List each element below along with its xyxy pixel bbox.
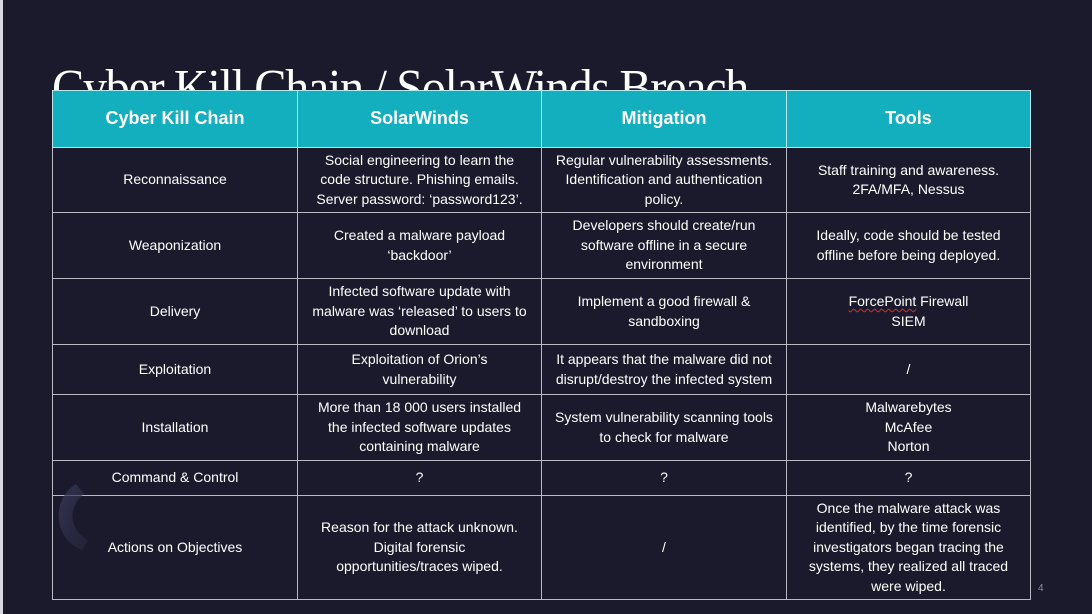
cell-line: disrupt/destroy the infected system (555, 370, 773, 387)
solarwinds-cell: Social engineering to learn the code str… (297, 147, 542, 213)
cell-line: SIEM (891, 312, 926, 329)
mitigation-cell: Implement a good firewall & sandboxing (541, 278, 787, 345)
cell-text: Firewall (916, 293, 969, 309)
cell-line: McAfee (884, 418, 933, 435)
page-number: 4 (1038, 583, 1044, 594)
tools-cell: Malwarebytes McAfee Norton (786, 394, 1031, 461)
cell-line: opportunities/traces wiped. (336, 558, 503, 575)
table-row: Command & Control ? ? ? (52, 460, 1031, 496)
cell-line: sandboxing (628, 312, 700, 329)
cell-line: Once the malware attack was (816, 499, 1001, 516)
tools-cell: Ideally, code should be tested offline b… (786, 212, 1031, 279)
cell-line: Identification and authentication (565, 171, 763, 188)
table-row: Actions on Objectives Reason for the att… (52, 495, 1031, 600)
header-mitigation: Mitigation (541, 90, 787, 148)
cell-line: Reason for the attack unknown. (321, 519, 518, 536)
mitigation-cell: System vulnerability scanning tools to c… (541, 394, 787, 461)
mitigation-cell: / (541, 495, 787, 600)
cell-line: identified, by the time forensic (815, 519, 1002, 536)
stage-cell: Reconnaissance (52, 147, 298, 213)
cell-line: policy. (644, 190, 684, 207)
cell-line: Digital forensic (373, 538, 466, 555)
tools-cell: Once the malware attack was identified, … (786, 495, 1031, 600)
cell-line: malware was ‘released’ to users to (312, 302, 527, 319)
table-row: Exploitation Exploitation of Orion’s vul… (52, 344, 1031, 395)
header-solarwinds: SolarWinds (297, 90, 542, 148)
cell-line: Regular vulnerability assessments. (555, 151, 773, 168)
cell-line: code structure. Phishing emails. (320, 171, 519, 188)
mitigation-cell: Developers should create/run software of… (541, 212, 787, 279)
cell-line: Server password: ‘password123’. (316, 190, 523, 207)
header-cyber-kill-chain: Cyber Kill Chain (52, 90, 298, 148)
header-tools: Tools (786, 90, 1031, 148)
cell-line: download (389, 322, 450, 339)
cell-line: offline before being deployed. (816, 246, 1001, 263)
cell-line: vulnerability (382, 370, 457, 387)
cell-line: Exploitation of Orion’s (351, 351, 488, 367)
cell-line: 2FA/MFA, Nessus (852, 181, 965, 197)
table-header-row: Cyber Kill Chain SolarWinds Mitigation T… (52, 90, 1031, 148)
cell-line: Staff training and awareness. (817, 161, 1000, 178)
cell-line: systems, they realized all traced (808, 558, 1009, 575)
cell-line: software offline in a secure (580, 236, 748, 253)
cell-line: Ideally, code should be tested (816, 227, 1001, 243)
window-edge (0, 0, 3, 614)
cell-line: containing malware (359, 438, 480, 455)
cell-line: ForcePoint Firewall (793, 292, 1024, 312)
cell-line: Implement a good firewall & (577, 293, 751, 309)
table-row: Delivery Infected software update with m… (52, 278, 1031, 345)
tools-cell: ForcePoint Firewall SIEM (786, 278, 1031, 345)
cell-line: to check for malware (599, 428, 729, 445)
solarwinds-cell: Infected software update with malware wa… (297, 278, 542, 345)
mitigation-cell: Regular vulnerability assessments. Ident… (541, 147, 787, 213)
tools-cell: Staff training and awareness. 2FA/MFA, N… (786, 147, 1031, 213)
solarwinds-cell: More than 18 000 users installed the inf… (297, 394, 542, 461)
cell-line: It appears that the malware did not (556, 351, 772, 367)
mitigation-cell: It appears that the malware did not disr… (541, 344, 787, 395)
cell-line: environment (625, 256, 703, 273)
cell-line: Infected software update with (328, 283, 511, 300)
solarwinds-cell: ? (297, 460, 542, 496)
stage-cell: Installation (52, 394, 298, 461)
table-row: Installation More than 18 000 users inst… (52, 394, 1031, 461)
solarwinds-cell: Reason for the attack unknown. Digital f… (297, 495, 542, 600)
stage-cell: Weaponization (52, 212, 298, 279)
cell-line: the infected software updates (328, 418, 511, 435)
mitigation-cell: ? (541, 460, 787, 496)
spellcheck-word[interactable]: ForcePoint (848, 293, 917, 309)
stage-cell: Command & Control (52, 460, 298, 496)
stage-cell: Delivery (52, 278, 298, 345)
table-row: Weaponization Created a malware payload … (52, 212, 1031, 279)
cell-line: Malwarebytes (865, 399, 952, 416)
tools-cell: / (786, 344, 1031, 395)
tools-cell: ? (786, 460, 1031, 496)
table-row: Reconnaissance Social engineering to lea… (52, 147, 1031, 213)
cell-line: investigators began tracing the (813, 538, 1004, 555)
cell-line: ‘backdoor’ (387, 246, 452, 263)
cell-line: Norton (887, 438, 930, 455)
cell-line: More than 18 000 users installed (317, 399, 522, 416)
cell-line: Developers should create/run (572, 217, 756, 234)
cell-line: Created a malware payload (333, 227, 506, 243)
kill-chain-table: Cyber Kill Chain SolarWinds Mitigation T… (52, 90, 1031, 600)
solarwinds-cell: Created a malware payload ‘backdoor’ (297, 212, 542, 279)
solarwinds-cell: Exploitation of Orion’s vulnerability (297, 344, 542, 395)
stage-cell: Actions on Objectives (52, 495, 298, 600)
cell-line: System vulnerability scanning tools (555, 409, 773, 425)
stage-cell: Exploitation (52, 344, 298, 395)
cell-line: Social engineering to learn the (324, 151, 515, 168)
cell-line: were wiped. (871, 577, 946, 594)
decorative-arc-icon (58, 484, 88, 550)
